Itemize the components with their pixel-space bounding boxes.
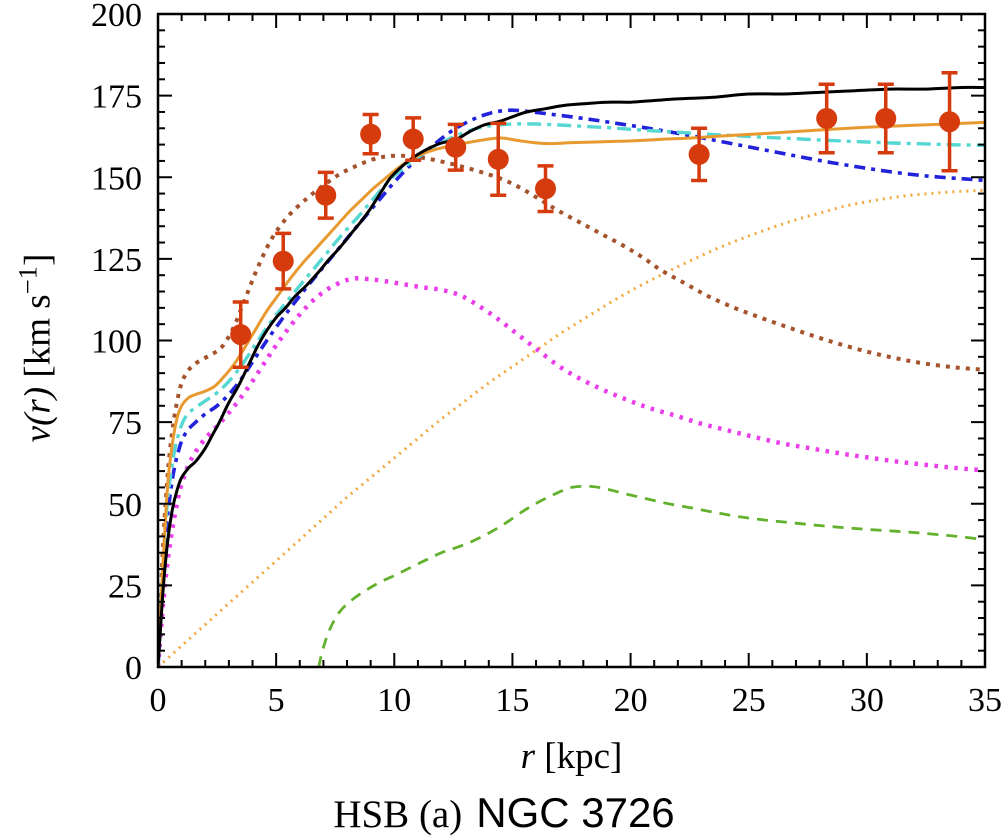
- x-tick-label: 15: [495, 682, 529, 719]
- curve-dotted-magenta: [157, 276, 986, 668]
- x-axis-variable: r: [520, 736, 536, 777]
- curve-dash-dot-cyan: [157, 122, 986, 668]
- curve-solid-orange: [157, 120, 986, 668]
- data-point: [402, 128, 424, 150]
- data-point: [535, 178, 557, 200]
- y-axis-unit-exponent: −1: [12, 266, 43, 295]
- data-point: [445, 136, 467, 158]
- y-tick-label: 125: [91, 242, 142, 279]
- y-tick-label: 50: [108, 487, 142, 524]
- y-tick-label: 0: [125, 650, 142, 687]
- y-axis-unit: [km s: [17, 294, 59, 387]
- y-axis-variable: v(r): [17, 386, 59, 443]
- x-tick-label: 25: [732, 682, 766, 719]
- data-point: [688, 143, 710, 165]
- data-point: [487, 148, 509, 170]
- y-tick-label: 200: [91, 0, 142, 34]
- x-axis-unit: [kpc]: [535, 736, 623, 777]
- caption-galaxy-name: NGC 3726: [476, 789, 675, 836]
- y-tick-label: 25: [108, 568, 142, 605]
- tick-labels: 0 5 10 15 20 25 30 35 0 25 50 75 100 125 150 175 200: [91, 0, 1002, 719]
- x-tick-label: 30: [850, 682, 884, 719]
- data-point: [230, 324, 252, 346]
- y-axis-label: v(r) [km s−1]: [12, 254, 59, 443]
- data-point: [272, 250, 294, 272]
- y-tick-label: 150: [91, 160, 142, 197]
- x-axis-label: r [kpc]: [158, 735, 985, 778]
- model-curves: [157, 85, 986, 668]
- curve-dash-dot-blue: [157, 108, 986, 668]
- x-tick-label: 0: [150, 682, 167, 719]
- data-point: [360, 123, 382, 145]
- y-tick-label: 175: [91, 79, 142, 116]
- caption-prefix: HSB (a): [333, 793, 463, 836]
- x-tick-label: 20: [614, 682, 648, 719]
- x-tick-label: 5: [268, 682, 285, 719]
- data-point: [315, 184, 337, 206]
- x-tick-label: 10: [377, 682, 411, 719]
- figure-caption: HSB (a) NGC 3726: [0, 789, 1008, 837]
- data-point: [816, 107, 838, 129]
- x-tick-label: 35: [968, 682, 1002, 719]
- data-point: [939, 111, 961, 133]
- curve-dashed-green: [317, 484, 986, 668]
- curve-solid-black: [157, 85, 986, 668]
- y-tick-label: 100: [91, 324, 142, 361]
- y-tick-label: 75: [108, 405, 142, 442]
- plot-frame: [156, 12, 987, 669]
- data-point: [875, 107, 897, 129]
- observed-data-points: [230, 71, 961, 370]
- curve-dash-dot-dot-brown: [157, 153, 986, 668]
- y-axis-unit-close: ]: [17, 253, 59, 267]
